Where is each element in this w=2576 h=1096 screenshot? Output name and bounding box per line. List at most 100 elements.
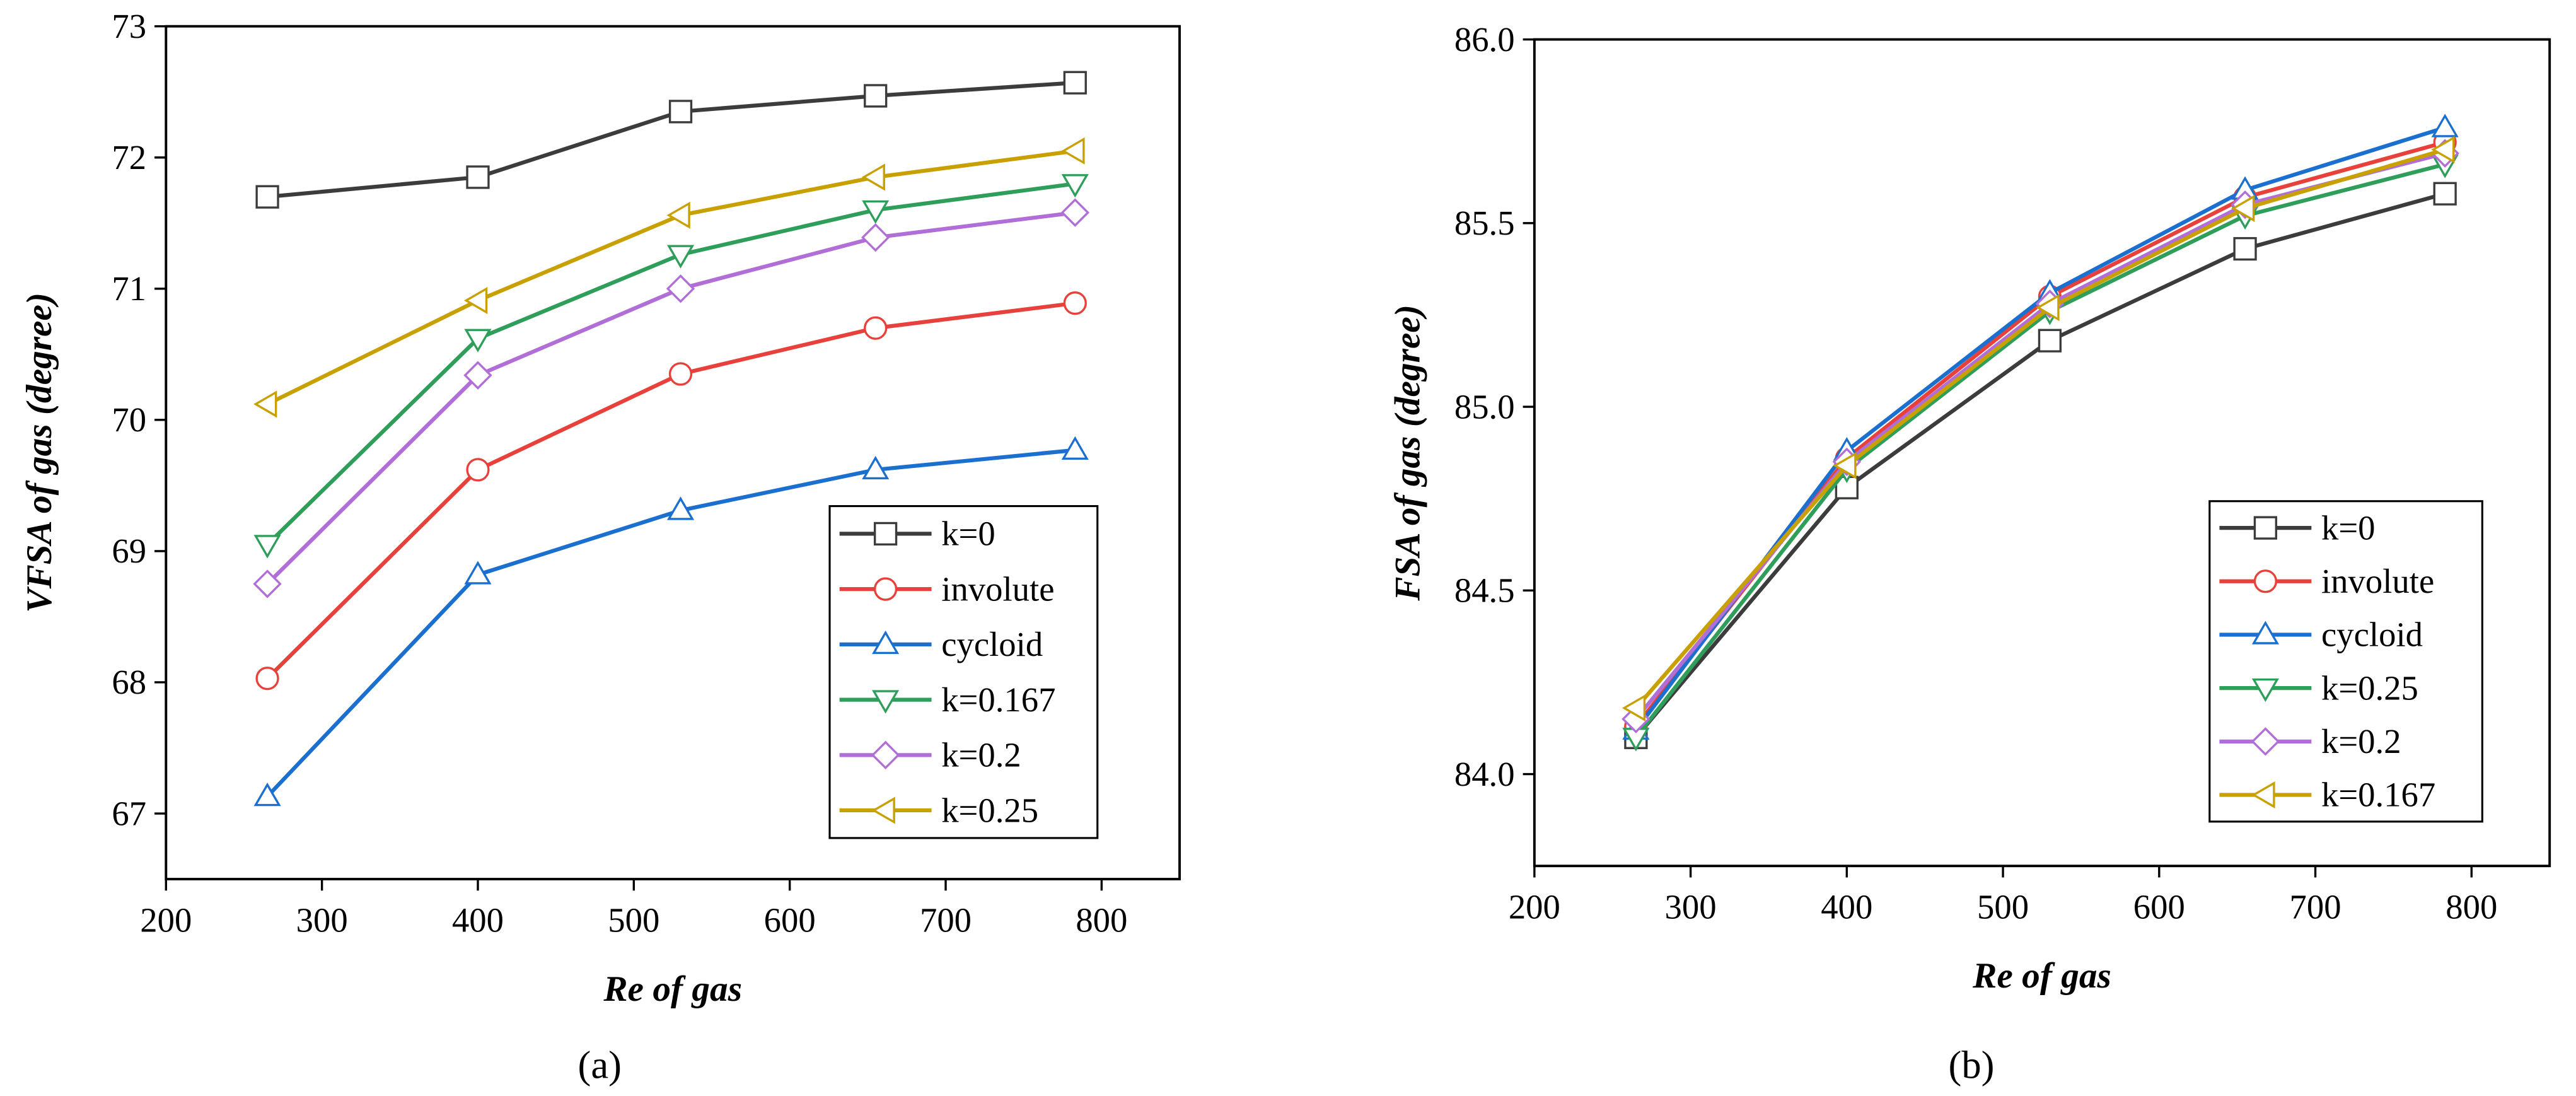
marker xyxy=(1060,198,1090,227)
marker xyxy=(1061,174,1089,198)
marker xyxy=(862,455,890,480)
x-tick-label: 200 xyxy=(140,901,192,939)
marker xyxy=(464,561,492,585)
y-tick-label: 67 xyxy=(112,794,146,832)
marker xyxy=(668,100,693,124)
x-tick-label: 800 xyxy=(1076,901,1127,939)
marker xyxy=(666,496,695,520)
y-tick-label: 85.5 xyxy=(1454,204,1515,242)
y-axis-label: VFSA of gas (degree) xyxy=(20,293,59,613)
plot-frame xyxy=(1533,38,2551,868)
x-tick-label: 700 xyxy=(2290,888,2341,926)
marker xyxy=(2231,194,2255,223)
x-tick-label: 700 xyxy=(920,901,972,939)
y-axis-label: FSA of gas (degree) xyxy=(1388,305,1427,602)
x-tick-label: 400 xyxy=(1821,888,1872,926)
series-line xyxy=(266,149,1076,406)
x-axis-label: Re of gas xyxy=(603,969,742,1009)
marker xyxy=(1833,452,1857,479)
marker xyxy=(666,274,695,303)
y-tick-label: 85.0 xyxy=(1454,387,1515,426)
marker xyxy=(873,577,898,601)
x-tick-label: 500 xyxy=(1977,888,2029,926)
y-tick-label: 69 xyxy=(112,532,146,570)
legend-label: involute xyxy=(941,569,1054,608)
marker xyxy=(255,667,279,691)
marker xyxy=(2431,136,2455,163)
marker xyxy=(873,522,898,546)
y-tick-label: 84.0 xyxy=(1454,755,1515,793)
y-tick-label: 72 xyxy=(112,138,146,177)
marker xyxy=(2036,294,2060,322)
legend-label: cycloid xyxy=(941,625,1043,663)
marker xyxy=(861,223,890,252)
marker xyxy=(253,782,281,807)
marker xyxy=(1061,137,1085,165)
marker xyxy=(666,201,690,229)
marker xyxy=(1622,694,1646,722)
marker xyxy=(2433,182,2457,206)
x-tick-label: 500 xyxy=(608,901,659,939)
x-tick-label: 800 xyxy=(2445,888,2497,926)
y-tick-label: 84.5 xyxy=(1454,571,1515,610)
x-tick-label: 600 xyxy=(2133,888,2185,926)
y-tick-label: 86.0 xyxy=(1454,20,1515,59)
marker xyxy=(2431,114,2459,137)
legend-box xyxy=(828,504,1099,839)
x-axis-label: Re of gas xyxy=(1972,956,2111,996)
marker xyxy=(1063,71,1087,95)
marker xyxy=(466,458,490,482)
marker xyxy=(2251,781,2275,809)
marker xyxy=(861,163,885,191)
marker xyxy=(862,200,890,224)
marker xyxy=(2233,236,2257,261)
legend-label: cycloid xyxy=(2321,615,2423,654)
marker xyxy=(864,316,888,340)
marker xyxy=(872,690,900,714)
marker xyxy=(466,165,490,189)
marker xyxy=(253,535,281,559)
marker xyxy=(253,390,277,418)
marker xyxy=(464,329,492,353)
marker xyxy=(2251,678,2279,702)
marker xyxy=(2038,329,2062,353)
y-tick-label: 71 xyxy=(112,269,146,308)
legend-box xyxy=(2208,500,2483,823)
marker xyxy=(2251,727,2280,756)
marker xyxy=(463,361,492,390)
x-tick-label: 400 xyxy=(452,901,504,939)
y-tick-label: 68 xyxy=(112,663,146,701)
legend-label: k=0 xyxy=(941,515,995,553)
marker xyxy=(1063,291,1087,315)
marker xyxy=(2251,621,2279,644)
marker xyxy=(2253,516,2278,540)
marker xyxy=(463,286,488,315)
plot-frame xyxy=(165,25,1181,881)
y-tick-label: 70 xyxy=(112,400,146,439)
x-tick-label: 600 xyxy=(764,901,816,939)
marker xyxy=(255,185,279,209)
legend-label: k=0.2 xyxy=(941,736,1021,774)
legend-label: k=0.25 xyxy=(2321,668,2418,707)
marker xyxy=(864,84,888,108)
legend-label: k=0.167 xyxy=(941,680,1055,719)
legend-label: k=0.167 xyxy=(2321,776,2435,814)
x-tick-label: 300 xyxy=(296,901,348,939)
y-tick-label: 73 xyxy=(112,7,146,45)
legend-label: involute xyxy=(2321,562,2434,600)
series-line xyxy=(265,182,1076,546)
marker xyxy=(666,245,695,269)
marker xyxy=(668,362,693,386)
marker xyxy=(1061,436,1089,460)
marker xyxy=(253,569,282,598)
marker xyxy=(2253,569,2278,593)
legend-label: k=0.25 xyxy=(941,791,1038,829)
marker xyxy=(872,630,900,655)
marker xyxy=(871,796,895,824)
legend-label: k=0 xyxy=(2321,508,2376,547)
x-tick-label: 300 xyxy=(1665,888,1717,926)
caption: (b) xyxy=(1949,1042,1995,1087)
caption: (a) xyxy=(578,1042,622,1087)
